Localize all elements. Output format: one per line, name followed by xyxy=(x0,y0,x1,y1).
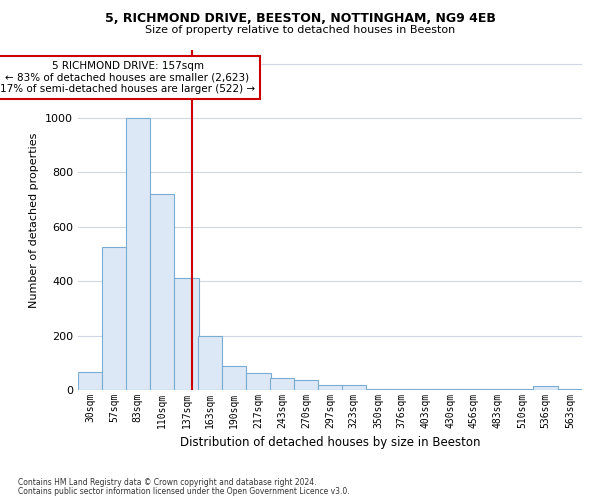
Bar xyxy=(342,384,366,390)
Bar xyxy=(389,388,414,390)
Text: 5, RICHMOND DRIVE, BEESTON, NOTTINGHAM, NG9 4EB: 5, RICHMOND DRIVE, BEESTON, NOTTINGHAM, … xyxy=(104,12,496,26)
Bar xyxy=(78,372,102,390)
Bar xyxy=(486,388,510,390)
Text: 5 RICHMOND DRIVE: 157sqm
← 83% of detached houses are smaller (2,623)
17% of sem: 5 RICHMOND DRIVE: 157sqm ← 83% of detach… xyxy=(0,61,255,94)
Bar xyxy=(510,388,534,390)
Bar xyxy=(270,378,294,390)
Bar xyxy=(319,384,343,390)
Text: Contains public sector information licensed under the Open Government Licence v3: Contains public sector information licen… xyxy=(18,487,350,496)
Y-axis label: Number of detached properties: Number of detached properties xyxy=(29,132,40,308)
Bar xyxy=(126,118,150,390)
Bar xyxy=(294,380,319,390)
Bar xyxy=(222,366,247,390)
Bar xyxy=(414,388,438,390)
Bar xyxy=(558,388,582,390)
Bar xyxy=(438,388,463,390)
Text: Size of property relative to detached houses in Beeston: Size of property relative to detached ho… xyxy=(145,25,455,35)
Bar xyxy=(103,246,127,390)
X-axis label: Distribution of detached houses by size in Beeston: Distribution of detached houses by size … xyxy=(180,436,480,450)
Bar xyxy=(198,336,222,390)
Bar xyxy=(247,373,271,390)
Bar xyxy=(175,278,199,390)
Text: Contains HM Land Registry data © Crown copyright and database right 2024.: Contains HM Land Registry data © Crown c… xyxy=(18,478,317,487)
Bar xyxy=(366,388,391,390)
Bar xyxy=(150,194,175,390)
Bar xyxy=(461,388,486,390)
Bar xyxy=(533,386,558,390)
